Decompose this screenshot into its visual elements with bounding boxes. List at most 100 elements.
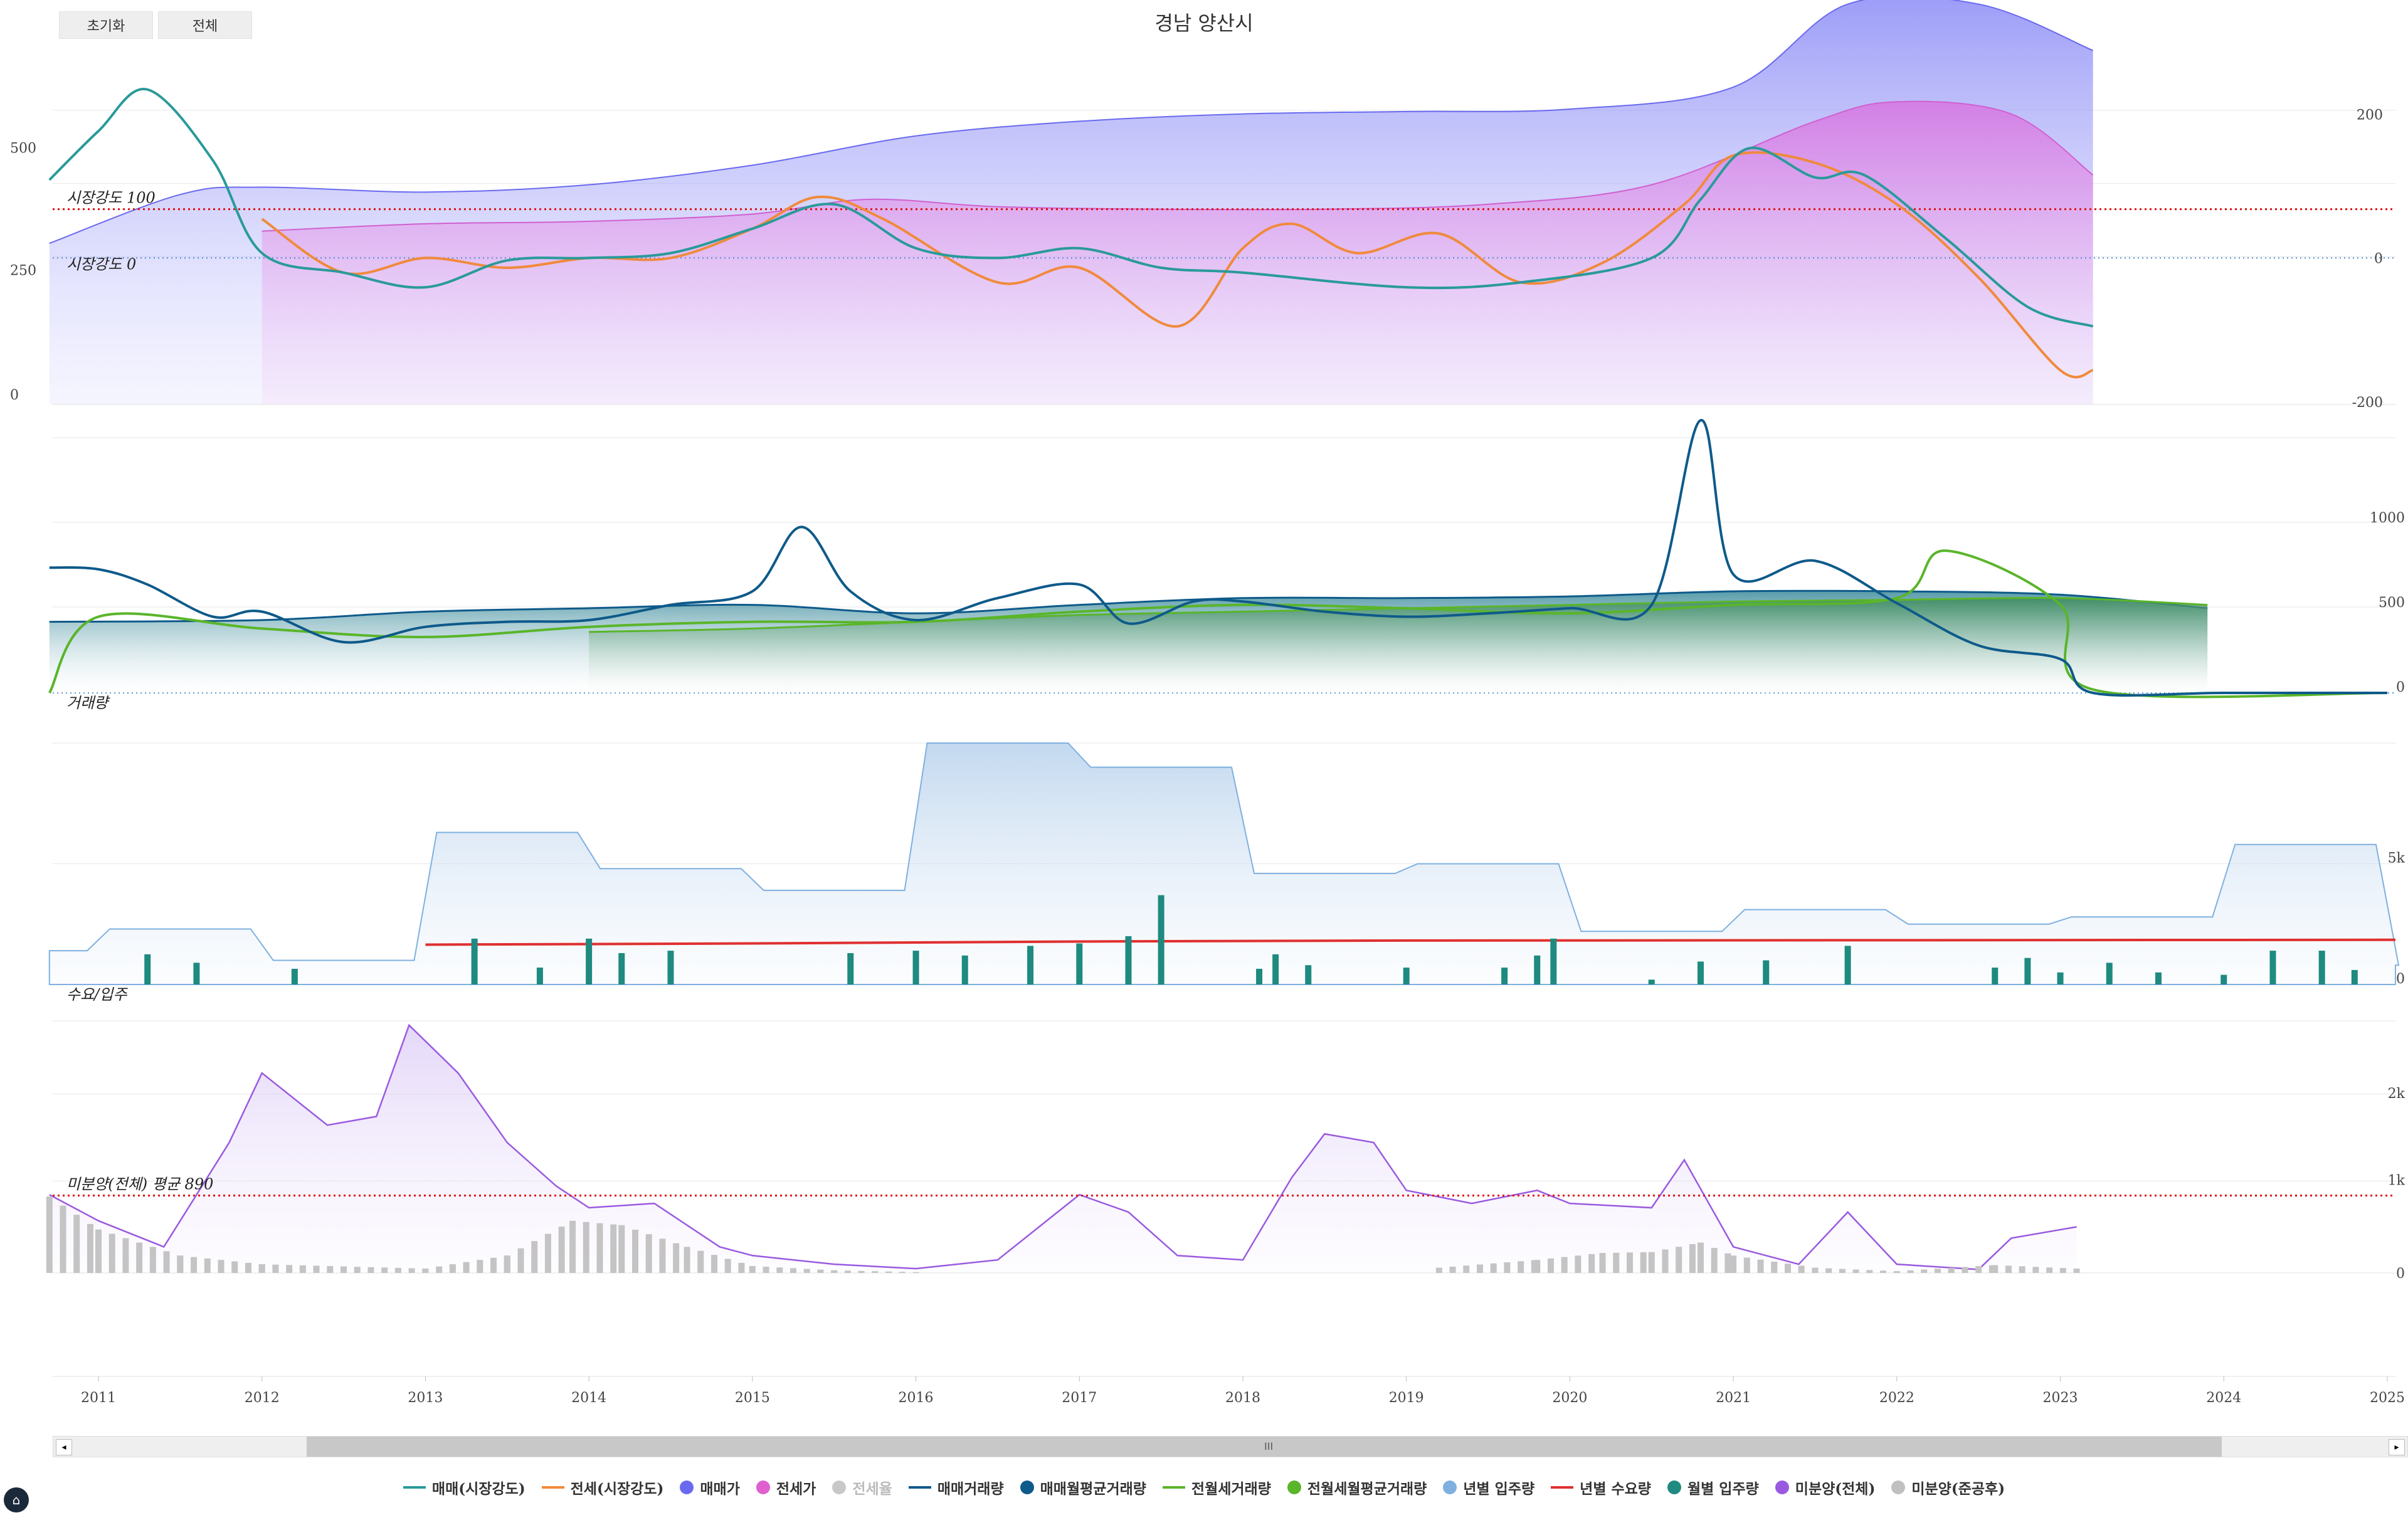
legend-item[interactable]: 매매가 xyxy=(680,1477,740,1498)
legend-label: 전세가 xyxy=(776,1480,816,1497)
bar-월별 입주량 xyxy=(1256,968,1263,984)
right-tick-label: 500 xyxy=(2379,595,2405,611)
bar-미분양(준공후) xyxy=(1724,1253,1731,1273)
bar-미분양(준공후) xyxy=(1866,1270,1873,1273)
bar-미분양(준공후) xyxy=(1771,1261,1778,1273)
bar-월별 입주량 xyxy=(618,953,625,984)
legend-swatch xyxy=(403,1486,426,1489)
bar-월별 입주량 xyxy=(2106,963,2113,984)
scroll-left-icon[interactable]: ◂ xyxy=(56,1439,72,1455)
right-tick-label: 5k xyxy=(2388,851,2405,867)
series-전월세거래량 xyxy=(48,549,2387,699)
legend-item[interactable]: 전월세거래량 xyxy=(1162,1477,1271,1498)
bar-미분양(준공후) xyxy=(245,1262,251,1273)
right-tick-label: 0 xyxy=(2396,680,2405,695)
bar-월별 입주량 xyxy=(912,951,919,984)
bar-미분양(준공후) xyxy=(724,1259,731,1273)
bar-미분양(준공후) xyxy=(610,1224,617,1273)
bar-미분양(준공후) xyxy=(844,1270,851,1273)
bar-월별 입주량 xyxy=(1305,965,1312,984)
scroll-right-icon[interactable]: ▸ xyxy=(2389,1439,2405,1455)
legend-item[interactable]: 미분양(준공후) xyxy=(1891,1477,2005,1498)
bar-미분양(준공후) xyxy=(218,1260,224,1273)
series-매매(시장강도) xyxy=(48,88,2094,328)
bar-월별 입주량 xyxy=(1763,960,1770,984)
home-icon[interactable]: ⌂ xyxy=(4,1487,29,1512)
bar-월별 입주량 xyxy=(961,955,968,984)
x-tick-label: 2012 xyxy=(245,1390,280,1406)
x-tick-label: 2021 xyxy=(1716,1390,1751,1406)
legend-item[interactable]: 전세가 xyxy=(756,1477,816,1498)
bar-미분양(준공후) xyxy=(803,1269,810,1273)
legend-label: 년별 수요량 xyxy=(1580,1480,1651,1497)
legend-item[interactable]: 전세율 xyxy=(832,1477,892,1498)
bar-미분양(준공후) xyxy=(1575,1255,1582,1273)
bar-미분양(준공후) xyxy=(1490,1263,1497,1273)
legend-item[interactable]: 년별 입주량 xyxy=(1443,1477,1534,1498)
bar-미분양(준공후) xyxy=(1476,1264,1483,1273)
bar-월별 입주량 xyxy=(2221,974,2227,984)
bar-미분양(준공후) xyxy=(46,1196,53,1273)
left-tick-label: 250 xyxy=(10,263,36,278)
area-년별 입주량 xyxy=(48,742,2400,985)
x-tick-label: 2020 xyxy=(1552,1390,1587,1406)
bar-미분양(준공후) xyxy=(1588,1253,1595,1273)
bar-미분양(준공후) xyxy=(504,1255,510,1273)
range-scrollbar[interactable]: ◂ III ▸ xyxy=(53,1436,2408,1457)
bar-미분양(준공후) xyxy=(885,1271,892,1273)
right-tick-label: 0 xyxy=(2396,1266,2405,1282)
series-미분양(전체) xyxy=(49,1023,2077,1270)
bar-월별 입주량 xyxy=(1158,895,1164,984)
legend-label: 매매가 xyxy=(700,1480,740,1497)
panel-caption-supply: 수요/입주 xyxy=(66,986,128,1003)
chart-legend: 매매(시장강도) 전세(시장강도) 매매가 전세가 전세율 매매거래량 매매월평균거래량 전월… xyxy=(0,1477,2408,1498)
series-line xyxy=(49,0,2094,245)
bar-월별 입주량 xyxy=(2269,951,2276,984)
legend-swatch xyxy=(1287,1480,1301,1494)
bar-미분양(준공후) xyxy=(899,1272,906,1273)
right-tick-label: -200 xyxy=(2352,395,2383,411)
legend-swatch xyxy=(908,1486,931,1489)
bar-월별 입주량 xyxy=(1027,946,1034,984)
x-tick-label: 2022 xyxy=(1879,1390,1914,1406)
scroll-grip-icon: III xyxy=(1264,1440,1274,1452)
bar-미분양(준공후) xyxy=(1852,1269,1859,1273)
x-tick-label: 2016 xyxy=(899,1390,934,1406)
bar-미분양(준공후) xyxy=(1689,1244,1696,1273)
annotation-unsold-average: 미분양(전체) 평균 890 xyxy=(66,1176,213,1193)
bar-월별 입주량 xyxy=(1125,936,1132,984)
legend-item[interactable]: 미분양(전체) xyxy=(1775,1477,1875,1498)
bar-미분양(준공후) xyxy=(2032,1267,2039,1273)
bar-미분양(준공후) xyxy=(1648,1252,1655,1273)
legend-item[interactable]: 전월세월평균거래량 xyxy=(1287,1477,1427,1498)
reset-button[interactable]: 초기화 xyxy=(59,11,153,39)
bar-미분양(준공후) xyxy=(583,1222,589,1273)
bar-월별 입주량 xyxy=(2155,972,2162,984)
legend-label: 전월세거래량 xyxy=(1191,1480,1271,1497)
bar-미분양(준공후) xyxy=(1880,1270,1887,1273)
right-tick-label: 0 xyxy=(2396,971,2405,987)
bar-월별 입주량 xyxy=(536,968,543,984)
legend-swatch xyxy=(1891,1480,1906,1494)
legend-item[interactable]: 매매거래량 xyxy=(908,1477,1004,1498)
bar-월별 입주량 xyxy=(1992,968,1999,984)
legend-item[interactable]: 매매(시장강도) xyxy=(403,1477,525,1498)
bar-미분양(준공후) xyxy=(1697,1242,1704,1273)
scroll-thumb[interactable]: III xyxy=(307,1437,2222,1457)
legend-item[interactable]: 월별 입주량 xyxy=(1667,1477,1759,1498)
bar-미분양(준공후) xyxy=(776,1267,783,1273)
bar-미분양(준공후) xyxy=(817,1269,824,1273)
bar-미분양(준공후) xyxy=(673,1243,680,1273)
all-button[interactable]: 전체 xyxy=(158,11,252,39)
bar-미분양(준공후) xyxy=(2046,1267,2053,1273)
legend-item[interactable]: 매매월평균거래량 xyxy=(1020,1477,1146,1498)
bar-미분양(준공후) xyxy=(1975,1266,1982,1273)
legend-item[interactable]: 전세(시장강도) xyxy=(541,1477,663,1498)
bar-미분양(준공후) xyxy=(204,1258,211,1273)
bar-월별 입주량 xyxy=(1550,938,1557,984)
bar-미분양(준공후) xyxy=(763,1267,769,1273)
series-매매거래량 xyxy=(49,419,2387,697)
legend-item[interactable]: 년별 수요량 xyxy=(1551,1477,1651,1498)
x-tick-label: 2011 xyxy=(81,1390,116,1406)
